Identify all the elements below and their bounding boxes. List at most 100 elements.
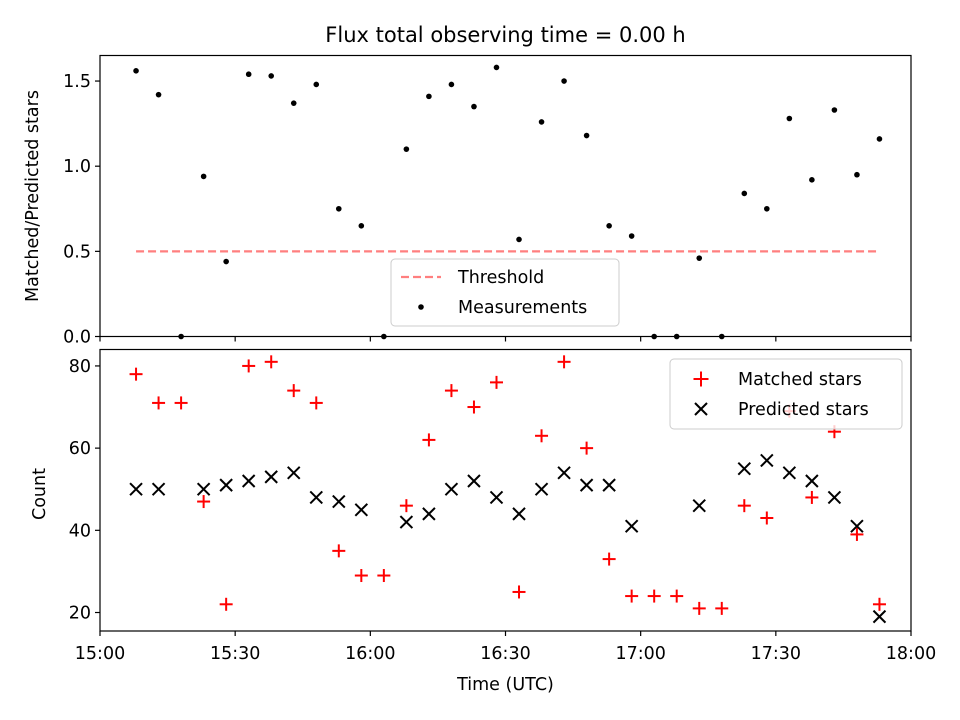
bottom-y-tick-label: 80 [69,357,91,377]
top-y-tick-label: 1.0 [63,157,91,177]
matched-star-point [535,429,549,443]
matched-star-point [399,499,413,513]
matched-star-point [354,569,368,583]
matched-star-point [647,589,661,603]
measurement-point [268,73,275,79]
measurement-point [200,173,207,180]
bottom-y-tick-label: 20 [69,604,91,624]
bottom-y-tick-label: 40 [69,521,91,541]
matched-star-point [197,495,211,509]
legend-matched-swatch [693,371,709,387]
measurement-point [335,205,342,212]
matched-star-point [422,433,436,447]
measurement-point [403,146,410,152]
measurement-point [358,223,365,229]
top-panel: 0.0 0.5 1.0 1.5 Matched/Predicted stars Thr… [23,54,912,348]
predicted-star-point [422,507,436,521]
predicted-star-point [196,482,211,496]
measurement-point [155,91,162,98]
bottom-axis-ticks: 15:00 15:30 16:00 16:30 17:00 17:30 18:00 20 40 6… [69,357,937,664]
bottom-y-axis-label: Count [30,468,50,520]
top-axes-frame [99,54,912,338]
predicted-star-point [579,478,594,492]
top-plot-marks [133,64,883,340]
matched-star-point [625,589,639,603]
predicted-star-point [444,482,459,496]
measurement-point [628,233,635,239]
matched-star-point [242,359,256,373]
matched-star-point [670,589,684,603]
measurement-point [448,81,455,88]
bottom-legend-box [669,358,903,430]
matched-star-point [129,367,143,381]
measurement-point [606,223,612,229]
predicted-star-point [534,482,549,496]
legend-measurements-label: Measurements [458,298,587,318]
matched-star-point [692,601,706,615]
matched-star-point [489,375,503,389]
measurement-point [809,177,815,183]
predicted-star-point [850,519,864,533]
matched-star-point [152,396,166,410]
matched-star-point [805,490,819,504]
legend-measurements-swatch [418,304,424,310]
measurement-point [561,78,567,84]
matched-star-point [602,552,616,566]
predicted-star-point [129,482,143,496]
x-axis-label: Time (UTC) [456,675,554,695]
predicted-star-point [264,470,278,484]
top-y-tick-label: 0.5 [63,242,91,262]
predicted-star-point [692,498,706,513]
measurement-point [764,205,770,212]
x-tick-label: 15:00 [75,644,125,664]
matched-star-point [715,601,729,615]
predicted-star-point [760,453,774,468]
bottom-y-tick-label: 60 [69,439,91,459]
bottom-axes-frame [99,348,912,632]
measurement-point [696,255,703,261]
predicted-star-point [287,466,301,480]
predicted-star-point [309,490,323,505]
legend-predicted-label: Predicted stars [738,400,869,420]
x-tick-label: 15:30 [210,644,260,664]
measurement-point [493,64,500,71]
matched-star-point [219,597,233,611]
x-tick-label: 16:00 [345,644,395,664]
matched-star-point [174,396,188,410]
predicted-star-point [399,515,414,529]
predicted-star-point [872,609,887,624]
matched-star-point [580,441,594,455]
predicted-star-point [624,519,639,533]
matched-star-point [512,585,526,599]
measurement-point [786,115,793,122]
measurement-point [290,100,297,106]
x-tick-label: 16:30 [480,644,530,664]
predicted-star-point [332,494,346,509]
matched-star-point [377,569,391,583]
x-tick-label: 17:30 [751,644,801,664]
measurement-point [583,132,590,139]
predicted-star-point [467,474,481,488]
measurement-point [876,136,883,142]
top-legend: Threshold Measurements [390,258,620,327]
matched-star-point [872,597,886,611]
predicted-star-point [512,507,526,521]
top-y-tick-label: 0.0 [63,328,91,348]
legend-matched-label: Matched stars [738,370,862,390]
measurement-point [854,171,860,178]
matched-star-point [467,400,481,414]
measurement-point [516,236,522,243]
bottom-legend: Matched stars Predicted stars [669,358,903,430]
chart-title: Flux total observing time = 0.00 h [325,23,685,47]
matched-star-point [264,355,278,369]
top-y-tick-label: 1.5 [63,72,91,92]
matched-star-point [557,355,571,369]
predicted-star-point [602,478,616,492]
top-legend-box [390,258,620,327]
x-tick-label: 17:00 [615,644,665,664]
matched-star-point [444,384,458,398]
measurement-point [831,107,838,113]
predicted-star-point [737,461,752,476]
matched-star-point [332,544,346,558]
